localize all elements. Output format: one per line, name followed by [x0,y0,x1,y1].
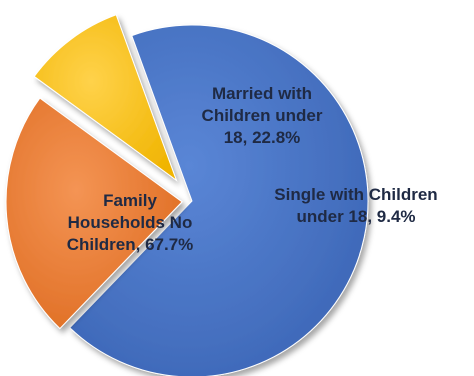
slice-label-line: under 18, 9.4% [296,207,415,226]
slice-label-line: Married with [212,84,312,103]
pie-slice-2 [5,97,183,330]
slice-label-3: Single with Children under 18, 9.4% [274,185,437,226]
slice-label-line: Family [103,191,157,210]
pie-slices [5,14,369,376]
slice-label-line: Children, 67.7% [67,235,194,254]
slice-label-line: Children under [202,106,323,125]
pie-slice-3 [33,14,178,182]
slice-label-2: Married with Children under 18, 22.8% [202,84,323,147]
slice-label-line: Households No [68,213,193,232]
slice-label-line: 18, 22.8% [224,128,301,147]
pie-labels: Family Households No Children, 67.7% Marrie… [67,84,438,254]
pie-slice-1 [69,24,369,376]
slice-label-line: Single with Children [274,185,437,204]
slice-label-1: Family Households No Children, 67.7% [67,191,194,254]
